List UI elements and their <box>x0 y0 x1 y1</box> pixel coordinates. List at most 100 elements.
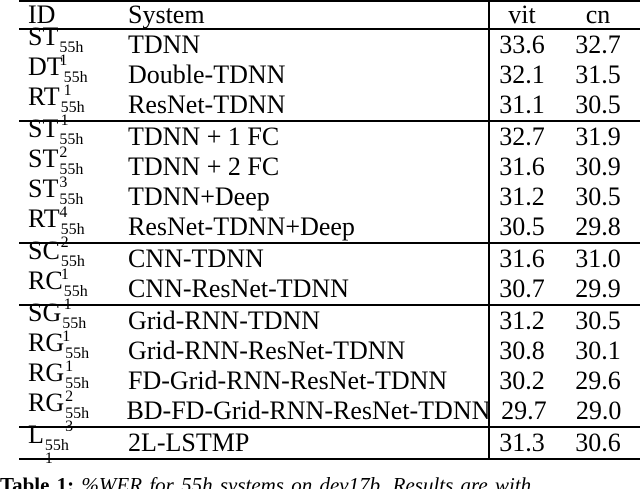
id-subscript: 3 <box>65 417 74 435</box>
id-subscript: 1 <box>60 111 69 129</box>
table-header-row: ID System vit cn <box>19 2 640 28</box>
vit-value-cell: 31.1 <box>499 90 545 119</box>
vit-value-cell: 33.6 <box>499 30 545 59</box>
system-cell: TDNN+Deep <box>128 182 270 211</box>
cn-value-cell: 30.6 <box>575 428 621 457</box>
system-id-base: ST <box>28 21 59 51</box>
header-cn: cn <box>585 0 611 29</box>
table-row: RC 55h 1 CNN-ResNet-TDNN 30.7 29.9 <box>19 267 640 312</box>
id-scripts: 55h 3 <box>65 405 89 435</box>
id-scripts: 55h 1 <box>44 436 69 466</box>
id-scripts: 55h 2 <box>60 221 85 251</box>
cn-value-cell: 31.5 <box>575 60 621 89</box>
id-superscript: 55h <box>60 98 85 116</box>
table-row: ST 55h 3 TDNN + 2 FC 31.6 30.9 <box>19 145 640 190</box>
table-row: ST 55h 2 TDNN + 1 FC 32.7 31.9 <box>19 115 640 160</box>
id-subscript: 1 <box>63 81 72 99</box>
table-row: ST 55h 1 TDNN 33.6 32.7 <box>19 23 640 68</box>
row-id-cell: RG 55h 2 <box>19 359 128 404</box>
row-id-cell: RG 55h 3 <box>19 387 126 435</box>
vit-value-cell: 31.6 <box>499 244 545 273</box>
id-subscript: 2 <box>59 143 68 161</box>
vit-value-cell: 30.8 <box>499 336 545 365</box>
id-superscript: 55h <box>59 160 84 178</box>
system-id-base: ST <box>28 113 59 143</box>
cn-value-cell: 29.8 <box>575 212 621 241</box>
system-id-base: RC <box>28 265 63 295</box>
table-row: ST 55h 4 TDNN+Deep 31.2 30.5 <box>19 175 640 220</box>
cn-value-cell: 29.0 <box>575 396 622 425</box>
cn-value-cell: 30.1 <box>575 336 621 365</box>
id-scripts: 55h 1 <box>63 68 88 99</box>
table-row: RT 55h 1 ResNet-TDNN 31.1 30.5 <box>19 83 640 128</box>
cn-value-cell: 30.5 <box>575 306 621 335</box>
id-superscript: 55h <box>65 344 90 362</box>
system-id-base: RG <box>28 327 65 357</box>
id-superscript: 55h <box>60 252 85 270</box>
table-group: SG 55h 1 Grid-RNN-TDNN 31.2 30.5 RG 55h 1 Gr… <box>19 299 640 434</box>
cn-value-cell: 31.0 <box>575 244 621 273</box>
id-scripts: 55h 1 <box>63 283 88 313</box>
table-row: RT 55h 2 ResNet-TDNN+Deep 30.5 29.8 <box>19 205 640 250</box>
table-row: RG 55h 1 Grid-RNN-ResNet-TDNN 30.8 30.1 <box>19 329 640 374</box>
id-subscript: 2 <box>60 233 69 251</box>
row-id-cell: ST 55h 4 <box>19 173 128 220</box>
vit-value-cell: 30.7 <box>499 274 545 303</box>
system-id-base: ST <box>28 143 59 173</box>
vit-value-cell: 29.7 <box>501 396 547 425</box>
cn-value-cell: 30.9 <box>575 152 621 181</box>
id-scripts: 55h 1 <box>59 39 83 69</box>
system-cell: CNN-ResNet-TDNN <box>128 274 349 303</box>
table-group: ST 55h 1 TDNN 33.6 32.7 DT 55h 1 Double-TDNN… <box>19 23 640 128</box>
vit-value-cell: 30.5 <box>499 212 545 241</box>
row-id-cell: DT 55h 1 <box>19 53 128 99</box>
id-scripts: 55h 1 <box>62 315 86 344</box>
vit-value-cell: 31.3 <box>499 428 545 457</box>
system-cell: ResNet-TDNN+Deep <box>128 212 355 241</box>
system-cell: TDNN + 1 FC <box>128 122 280 151</box>
id-superscript: 55h <box>44 436 69 454</box>
id-superscript: 55h <box>65 374 90 392</box>
system-cell: Grid-RNN-ResNet-TDNN <box>128 336 406 365</box>
system-id-base: ST <box>28 173 59 203</box>
vit-value-cell: 31.6 <box>499 152 545 181</box>
results-table: ID System vit cn ST 55h 1 TDNN 33.6 32.7 D… <box>19 0 640 466</box>
row-id-cell: ST 55h 3 <box>19 143 128 191</box>
id-subscript: 1 <box>59 51 68 69</box>
cn-value-cell: 30.5 <box>575 182 621 211</box>
system-cell: TDNN + 2 FC <box>128 152 280 181</box>
table-row: DT 55h 1 Double-TDNN 32.1 31.5 <box>19 53 640 98</box>
table-row: SG 55h 1 Grid-RNN-TDNN 31.2 30.5 <box>19 299 640 344</box>
table-group: SC 55h 1 CNN-TDNN 31.6 31.0 RC 55h 1 CNN-Res… <box>19 237 640 312</box>
id-subscript: 1 <box>63 295 72 313</box>
table-row: RG 55h 3 BD-FD-Grid-RNN-ResNet-TDNN 29.7 2… <box>19 389 640 434</box>
row-id-cell: RC 55h 1 <box>19 265 128 313</box>
vit-value-cell: 32.7 <box>499 122 545 151</box>
id-subscript: 1 <box>60 265 69 283</box>
vit-value-cell: 32.1 <box>499 60 545 89</box>
row-id-cell: RT 55h 1 <box>19 83 128 129</box>
system-id-base: RT <box>28 203 60 233</box>
cn-value-cell: 29.6 <box>575 366 621 395</box>
cn-value-cell: 30.5 <box>575 90 621 119</box>
vit-value-cell: 31.2 <box>499 306 545 335</box>
table-row: L 55h 1 2L-LSTMP 31.3 30.6 <box>19 421 640 466</box>
id-scripts: 55h 1 <box>60 252 85 283</box>
cn-value-cell: 29.9 <box>575 274 621 303</box>
header-system: System <box>128 0 205 29</box>
id-superscript: 55h <box>63 68 88 86</box>
system-id-base: RG <box>28 387 65 417</box>
system-cell: FD-Grid-RNN-ResNet-TDNN <box>128 366 448 395</box>
row-id-cell: ST 55h 2 <box>19 113 128 161</box>
system-cell: ResNet-TDNN <box>128 90 286 119</box>
id-subscript: 3 <box>59 173 68 191</box>
vit-value-cell: 31.2 <box>499 182 545 211</box>
table-group: ST 55h 2 TDNN + 1 FC 32.7 31.9 ST 55h 3 TDNN… <box>19 115 640 250</box>
system-id-base: L <box>28 419 44 449</box>
id-superscript: 55h <box>59 130 84 148</box>
header-vit: vit <box>508 0 536 29</box>
system-cell: TDNN <box>128 30 201 59</box>
cn-value-cell: 31.9 <box>575 122 621 151</box>
cn-value-cell: 32.7 <box>575 30 621 59</box>
caption-label: Table 1: <box>0 473 75 489</box>
